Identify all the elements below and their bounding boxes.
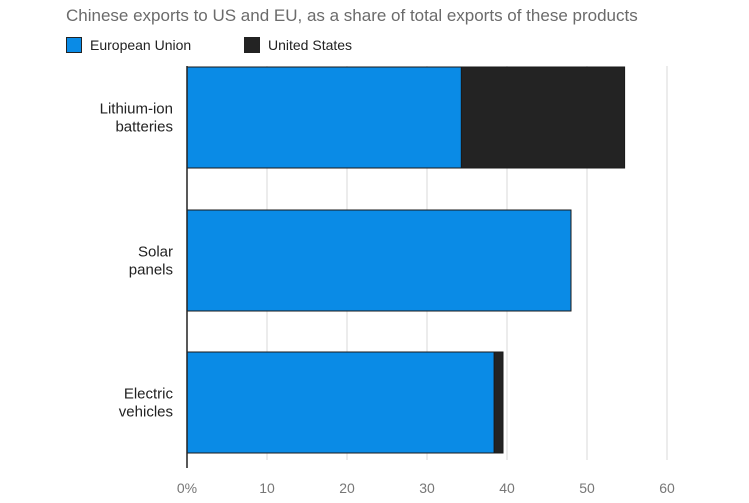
x-tick-label: 0% <box>177 480 197 496</box>
category-label: Solar panels <box>129 244 173 279</box>
x-tick-label: 10 <box>259 480 275 496</box>
category-label-line: panels <box>129 262 173 279</box>
category-label-line: Solar <box>138 244 173 261</box>
category-label: Lithium-ion batteries <box>100 101 173 136</box>
legend-item-us: United States <box>244 37 352 53</box>
bar-segment <box>460 66 626 169</box>
legend-item-eu: European Union <box>66 37 191 53</box>
chart-title: Chinese exports to US and EU, as a share… <box>66 6 638 25</box>
legend: European Union United States <box>66 37 466 57</box>
bar-segment <box>493 351 504 454</box>
category-label-line: vehicles <box>119 404 173 421</box>
legend-label-eu: European Union <box>90 37 192 53</box>
x-tick-label: 60 <box>659 480 675 496</box>
legend-label-us: United States <box>268 37 353 53</box>
x-tick-label: 50 <box>579 480 595 496</box>
category-label-line: batteries <box>115 119 173 136</box>
category-label: Electric vehicles <box>119 386 174 421</box>
bar-segment <box>186 66 462 169</box>
legend-swatch-eu <box>66 37 82 53</box>
x-tick-label: 40 <box>499 480 515 496</box>
bar-segment <box>186 209 572 312</box>
bar-segment <box>186 351 495 454</box>
legend-swatch-us <box>244 37 260 53</box>
category-label-line: Electric <box>124 386 174 403</box>
x-tick-label: 30 <box>419 480 435 496</box>
category-label-line: Lithium-ion <box>100 101 173 118</box>
x-tick-label: 20 <box>339 480 355 496</box>
